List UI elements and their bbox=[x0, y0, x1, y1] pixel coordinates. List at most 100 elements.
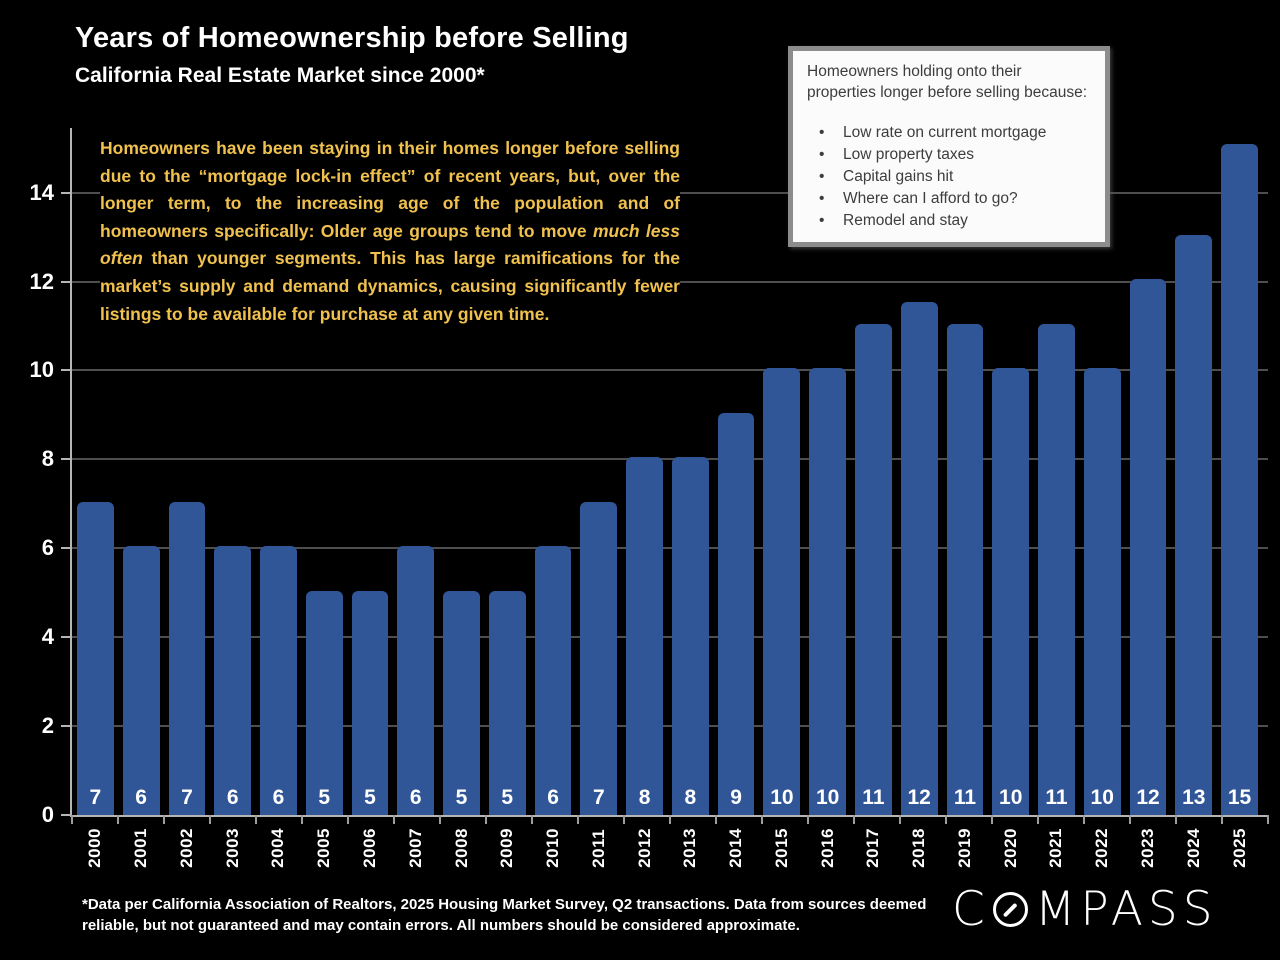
y-axis-label: 12 bbox=[29, 268, 54, 294]
x-axis-tick bbox=[1175, 815, 1177, 824]
bar-value-label: 6 bbox=[135, 786, 147, 809]
y-axis-label: 2 bbox=[41, 713, 54, 739]
y-axis-label: 8 bbox=[41, 446, 54, 472]
bar-value-label: 12 bbox=[1136, 786, 1160, 809]
bar: 10 bbox=[809, 368, 847, 815]
commentary-italic: much less often bbox=[100, 220, 680, 269]
callout-bullet-item: Remodel and stay bbox=[813, 210, 1091, 232]
x-axis-tick bbox=[899, 815, 901, 824]
bar: 11 bbox=[946, 323, 984, 815]
bar: 5 bbox=[443, 590, 480, 815]
logo-letters-rest: MPASS bbox=[1034, 882, 1218, 937]
callout-bullet-item: Capital gains hit bbox=[813, 166, 1091, 188]
x-axis-label: 2020 bbox=[1000, 828, 1020, 868]
bar: 6 bbox=[122, 546, 160, 815]
x-axis-tick bbox=[1221, 815, 1223, 824]
x-axis-label: 2021 bbox=[1046, 828, 1066, 868]
bar: 5 bbox=[488, 590, 526, 815]
bar: 6 bbox=[397, 546, 435, 815]
x-axis-tick bbox=[1083, 815, 1085, 824]
bar: 11 bbox=[855, 323, 892, 815]
bar-value-label: 5 bbox=[364, 786, 376, 809]
x-axis-tick bbox=[117, 815, 119, 824]
callout-bullet-list: Low rate on current mortgageLow property… bbox=[813, 122, 1091, 232]
bar: 7 bbox=[168, 501, 206, 815]
x-axis-label: 2006 bbox=[359, 828, 379, 868]
x-axis-tick bbox=[991, 815, 993, 824]
bar: 10 bbox=[992, 368, 1030, 815]
bar-value-label: 6 bbox=[226, 786, 239, 809]
y-axis-tick bbox=[61, 636, 71, 639]
bar: 6 bbox=[260, 546, 297, 815]
bar: 10 bbox=[763, 368, 801, 815]
x-axis-label: 2003 bbox=[222, 828, 242, 868]
bar-value-label: 8 bbox=[684, 786, 697, 809]
x-axis-labels: 2000 2001 2002 2003 2004 2005 2006 2007 2008 2009… bbox=[77, 828, 1258, 868]
bar-value-label: 7 bbox=[89, 786, 102, 809]
gridline bbox=[72, 636, 1268, 639]
bar: 10 bbox=[1083, 368, 1121, 815]
x-axis-label: 2007 bbox=[405, 828, 425, 868]
y-axis-tick bbox=[61, 458, 71, 461]
commentary-before: Homeowners have been staying in their ho… bbox=[100, 138, 680, 241]
x-axis-label: 2023 bbox=[1137, 828, 1157, 868]
x-axis-label: 2013 bbox=[680, 828, 700, 868]
gridline bbox=[72, 458, 1268, 461]
x-axis-tick bbox=[439, 815, 441, 824]
x-axis-tick bbox=[944, 815, 947, 824]
x-axis-label: 2010 bbox=[543, 828, 563, 868]
x-axis-label: 2004 bbox=[268, 828, 288, 868]
y-axis-label: 10 bbox=[29, 357, 54, 383]
x-axis-label: 2002 bbox=[176, 828, 196, 868]
bar-value-label: 8 bbox=[638, 786, 651, 809]
callout-bullet-item: Low property taxes bbox=[813, 144, 1091, 166]
callout-box: Homeowners holding onto their properties… bbox=[788, 46, 1110, 247]
bar-value-label: 10 bbox=[770, 786, 794, 809]
callout-bullet-item: Low rate on current mortgage bbox=[813, 122, 1091, 144]
gridline bbox=[72, 725, 1268, 728]
bar-value-label: 6 bbox=[272, 786, 285, 809]
x-axis-tick bbox=[485, 815, 487, 824]
x-axis-tick bbox=[347, 815, 349, 824]
y-axis-label: 0 bbox=[41, 802, 54, 827]
bar: 7 bbox=[580, 501, 618, 815]
x-axis-label: 2018 bbox=[909, 828, 929, 868]
bar: 7 bbox=[77, 501, 114, 815]
x-axis-label: 2001 bbox=[131, 828, 151, 868]
x-axis-label: 2022 bbox=[1092, 828, 1112, 868]
gridline bbox=[72, 547, 1268, 550]
bar: 6 bbox=[534, 546, 572, 815]
bar-value-label: 11 bbox=[862, 786, 885, 809]
page-title: Years of Homeownership before Selling bbox=[75, 22, 629, 54]
y-axis-tick bbox=[61, 369, 71, 372]
bar: 8 bbox=[626, 457, 663, 815]
compass-logo: C MPASS bbox=[952, 882, 1218, 937]
x-axis-tick bbox=[209, 815, 211, 824]
x-axis-label: 2008 bbox=[451, 828, 471, 868]
x-axis-tick bbox=[853, 815, 855, 824]
x-axis-tick bbox=[1267, 815, 1269, 824]
bar-value-label: 10 bbox=[815, 786, 840, 809]
logo-letter-c: C bbox=[952, 882, 990, 937]
x-axis-label: 2005 bbox=[314, 828, 334, 868]
y-axis-tick bbox=[61, 280, 71, 283]
x-axis-tick bbox=[577, 815, 579, 824]
commentary-text: Homeowners have been staying in their ho… bbox=[100, 135, 680, 329]
bar-value-label: 12 bbox=[907, 786, 931, 809]
x-axis-label: 2015 bbox=[771, 828, 791, 868]
x-axis-tick bbox=[301, 815, 303, 824]
bar: 11 bbox=[1038, 323, 1075, 815]
x-axis-label: 2017 bbox=[863, 828, 883, 868]
x-axis-tick bbox=[669, 815, 671, 824]
bar: 12 bbox=[1129, 279, 1167, 815]
bar-value-label: 10 bbox=[999, 786, 1023, 809]
y-axis-label: 4 bbox=[41, 624, 54, 650]
x-axis-tick bbox=[71, 815, 73, 824]
x-axis-label: 2025 bbox=[1229, 828, 1249, 868]
y-axis-label: 14 bbox=[29, 179, 54, 205]
x-axis-tick bbox=[163, 815, 165, 824]
bar-value-label: 5 bbox=[501, 786, 514, 809]
y-axis-label: 6 bbox=[41, 535, 54, 561]
bar-value-label: 6 bbox=[409, 786, 422, 809]
